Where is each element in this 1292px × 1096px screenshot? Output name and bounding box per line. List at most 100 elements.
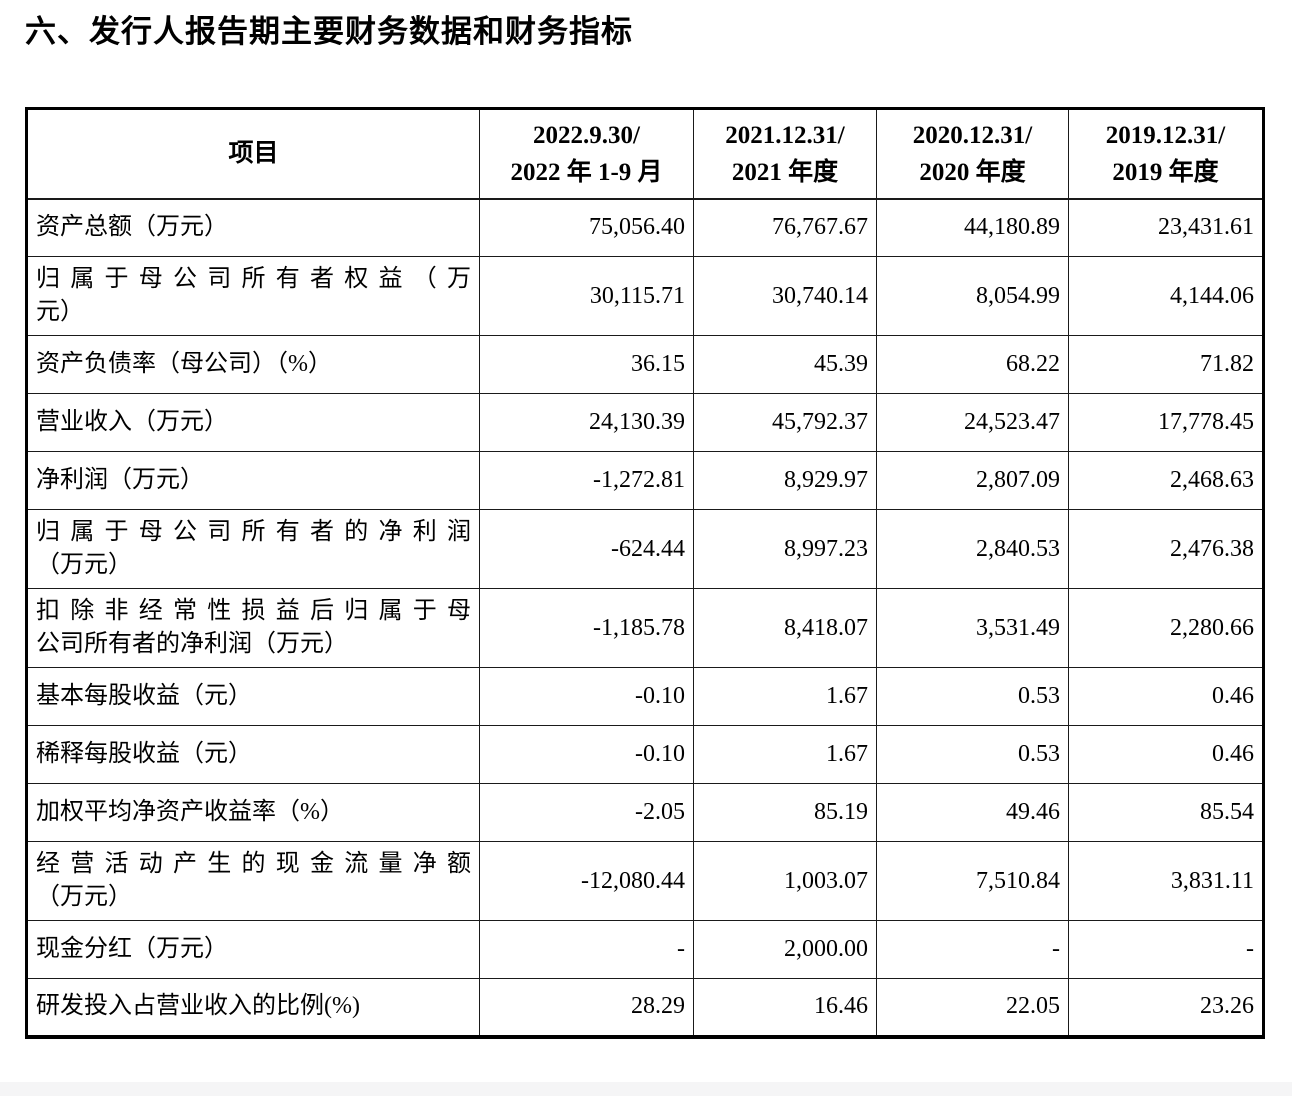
row-label-line: 归属于母公司所有者的净利润 [36,519,471,545]
value-cell: 3,831.11 [1068,841,1264,921]
page-bottom-gutter [0,1082,1292,1096]
row-label: 归属于母公司所有者的净利润 （万元） [26,509,480,589]
value-cell: 23,431.61 [1068,198,1264,257]
row-label-line: 资产总额（万元） [36,214,228,241]
value-cell: 22.05 [876,978,1069,1037]
row-label-line: 经营活动产生的现金流量净额 [36,851,471,877]
value-cell: 8,997.23 [693,509,877,589]
table-row: 资产总额（万元） 75,056.40 76,767.67 44,180.89 23,43… [26,198,1264,257]
value-cell: 24,523.47 [876,393,1069,452]
table-row: 经营活动产生的现金流量净额 （万元） -12,080.44 1,003.07 7,510… [26,841,1264,921]
value-cell: 49.46 [876,783,1069,842]
table-row: 加权平均净资产收益率（%） -2.05 85.19 49.46 85.54 [26,783,1264,842]
table-row: 归属于母公司所有者的净利润 （万元） -624.44 8,997.23 2,840.53… [26,509,1264,589]
period-date-line: 2021.12.31/ [725,121,845,149]
row-label: 资产总额（万元） [26,198,480,257]
table-body: 资产总额（万元） 75,056.40 76,767.67 44,180.89 23,43… [26,198,1264,1037]
value-cell: 30,740.14 [693,256,877,336]
table-row: 扣除非经常性损益后归属于母 公司所有者的净利润（万元） -1,185.78 8,418… [26,588,1264,668]
item-column-header: 项目 [26,108,480,200]
value-cell: 36.15 [479,335,694,394]
row-label: 稀释每股收益（元） [26,725,480,784]
value-cell: 1,003.07 [693,841,877,921]
table-header-row: 项目 2022.9.30/2022 年 1-9 月 2021.12.31/2021… [26,108,1264,200]
value-cell: -2.05 [479,783,694,842]
row-label-line: 资产负债率（母公司）（%） [36,351,332,377]
row-label-line: （万元） [36,884,132,910]
value-cell: 85.19 [693,783,877,842]
page-title: 六、发行人报告期主要财务数据和财务指标 [25,14,633,49]
value-cell: 28.29 [479,978,694,1037]
value-cell: 2,476.38 [1068,509,1264,589]
value-cell: 0.46 [1068,725,1264,784]
value-cell: 2,840.53 [876,509,1069,589]
row-label-line: （万元） [36,552,132,578]
row-label: 现金分红（万元） [26,920,480,979]
row-label-line: 现金分红（万元） [36,936,228,962]
value-cell: 4,144.06 [1068,256,1264,336]
value-cell: -1,272.81 [479,451,694,510]
value-cell: 30,115.71 [479,256,694,336]
value-cell: 68.22 [876,335,1069,394]
table-header: 项目 2022.9.30/2022 年 1-9 月 2021.12.31/2021… [26,108,1264,200]
period-column-header: 2019.12.31/2019 年度 [1068,108,1264,200]
period-date-line: 2022.9.30/ [533,121,640,149]
row-label: 经营活动产生的现金流量净额 （万元） [26,841,480,921]
row-label: 净利润（万元） [26,451,480,510]
row-label-line: 加权平均净资产收益率（%） [36,799,344,825]
row-label-line: 研发投入占营业收入的比例(%) [36,993,360,1020]
value-cell: 7,510.84 [876,841,1069,921]
row-label-line: 基本每股收益（元） [36,683,252,709]
value-cell: 0.46 [1068,667,1264,726]
period-column-header: 2020.12.31/2020 年度 [876,108,1069,200]
value-cell: 8,418.07 [693,588,877,668]
row-label-line: 归属于母公司所有者权益（万 [36,266,471,292]
row-label-line: 公司所有者的净利润（万元） [36,631,348,657]
value-cell: 45,792.37 [693,393,877,452]
table-row: 净利润（万元） -1,272.81 8,929.97 2,807.09 2,468.63 [26,451,1264,510]
row-label-line: 元） [36,299,84,325]
row-label: 营业收入（万元） [26,393,480,452]
table-row: 稀释每股收益（元） -0.10 1.67 0.53 0.46 [26,725,1264,784]
row-label: 资产负债率（母公司）（%） [26,335,480,394]
value-cell: 8,054.99 [876,256,1069,336]
value-cell: 2,468.63 [1068,451,1264,510]
value-cell: 76,767.67 [693,198,877,257]
value-cell: 75,056.40 [479,198,694,257]
row-label-line: 净利润（万元） [36,467,204,493]
value-cell: 71.82 [1068,335,1264,394]
row-label: 扣除非经常性损益后归属于母 公司所有者的净利润（万元） [26,588,480,668]
table-row: 基本每股收益（元） -0.10 1.67 0.53 0.46 [26,667,1264,726]
value-cell: 2,000.00 [693,920,877,979]
financial-indicators-table: 项目 2022.9.30/2022 年 1-9 月 2021.12.31/2021… [25,107,1265,1039]
value-cell: - [1068,920,1264,979]
row-label-line: 营业收入（万元） [36,409,228,435]
value-cell: 16.46 [693,978,877,1037]
period-column-header: 2021.12.31/2021 年度 [693,108,877,200]
value-cell: 23.26 [1068,978,1264,1037]
value-cell: -624.44 [479,509,694,589]
row-label: 研发投入占营业收入的比例(%) [26,978,480,1037]
table-row: 归属于母公司所有者权益（万 元） 30,115.71 30,740.14 8,054.9… [26,256,1264,336]
value-cell: 44,180.89 [876,198,1069,257]
row-label: 加权平均净资产收益率（%） [26,783,480,842]
value-cell: -1,185.78 [479,588,694,668]
row-label-line: 扣除非经常性损益后归属于母 [36,598,471,624]
row-label: 基本每股收益（元） [26,667,480,726]
period-label-line: 2021 年度 [731,158,839,186]
row-label: 归属于母公司所有者权益（万 元） [26,256,480,336]
value-cell: 2,280.66 [1068,588,1264,668]
value-cell: 1.67 [693,667,877,726]
value-cell: 17,778.45 [1068,393,1264,452]
period-column-header: 2022.9.30/2022 年 1-9 月 [479,108,694,200]
period-label-line: 2019 年度 [1112,158,1219,186]
value-cell: - [876,920,1069,979]
value-cell: -0.10 [479,667,694,726]
table-row: 资产负债率（母公司）（%） 36.15 45.39 68.22 71.82 [26,335,1264,394]
table-row: 研发投入占营业收入的比例(%) 28.29 16.46 22.05 23.26 [26,978,1264,1037]
value-cell: 2,807.09 [876,451,1069,510]
value-cell: 0.53 [876,667,1069,726]
table-row: 现金分红（万元） -2,000.00- - [26,920,1264,979]
row-label-line: 稀释每股收益（元） [36,741,252,767]
